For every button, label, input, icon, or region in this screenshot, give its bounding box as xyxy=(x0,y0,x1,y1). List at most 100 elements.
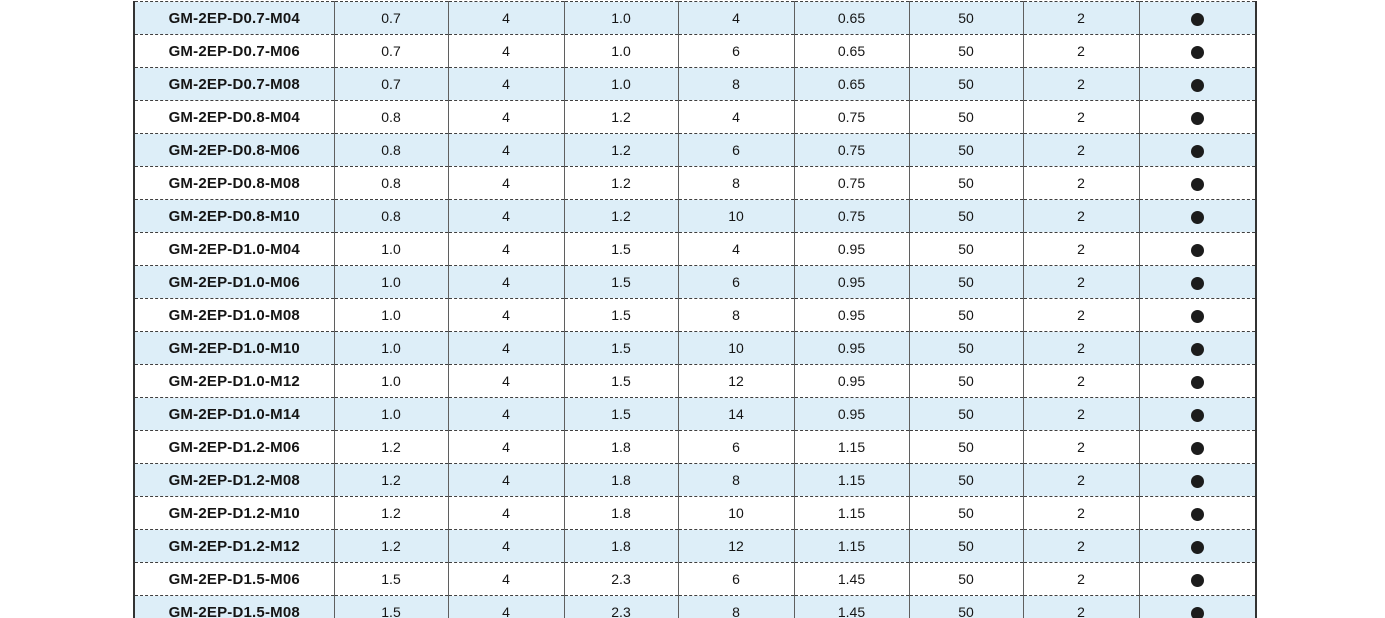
value-cell: 0.95 xyxy=(794,232,910,266)
availability-cell xyxy=(1139,496,1256,530)
value-cell: 4 xyxy=(448,199,565,233)
value-cell: 50 xyxy=(909,133,1024,167)
part-number-cell: GM-2EP-D1.0-M12 xyxy=(134,364,335,398)
filled-circle-icon xyxy=(1190,210,1204,224)
value-cell: 1.5 xyxy=(564,331,679,365)
table-row: GM-2EP-D1.0-M12 1.0 4 1.5 12 0.95 50 2 xyxy=(134,364,1256,398)
value-cell: 6 xyxy=(678,265,795,299)
availability-cell xyxy=(1139,595,1256,618)
value-cell: 2 xyxy=(1023,430,1140,464)
value-cell: 4 xyxy=(678,100,795,134)
value-cell: 50 xyxy=(909,595,1024,618)
value-cell: 1.0 xyxy=(334,232,449,266)
value-cell: 0.75 xyxy=(794,100,910,134)
table-row: GM-2EP-D1.0-M04 1.0 4 1.5 4 0.95 50 2 xyxy=(134,232,1256,266)
value-cell: 1.45 xyxy=(794,595,910,618)
value-cell: 1.0 xyxy=(334,397,449,431)
value-cell: 0.95 xyxy=(794,331,910,365)
value-cell: 2 xyxy=(1023,1,1140,35)
value-cell: 1.5 xyxy=(564,397,679,431)
part-number-cell: GM-2EP-D0.8-M08 xyxy=(134,166,335,200)
table-row: GM-2EP-D1.2-M08 1.2 4 1.8 8 1.15 50 2 xyxy=(134,463,1256,497)
filled-circle-icon xyxy=(1190,144,1204,158)
value-cell: 1.8 xyxy=(564,496,679,530)
value-cell: 0.95 xyxy=(794,397,910,431)
value-cell: 50 xyxy=(909,529,1024,563)
part-number-cell: GM-2EP-D1.0-M10 xyxy=(134,331,335,365)
table-row: GM-2EP-D0.8-M10 0.8 4 1.2 10 0.75 50 2 xyxy=(134,199,1256,233)
table-row: GM-2EP-D1.5-M06 1.5 4 2.3 6 1.45 50 2 xyxy=(134,562,1256,596)
value-cell: 2 xyxy=(1023,562,1140,596)
value-cell: 4 xyxy=(448,232,565,266)
value-cell: 1.15 xyxy=(794,496,910,530)
filled-circle-icon xyxy=(1190,12,1204,26)
value-cell: 8 xyxy=(678,298,795,332)
value-cell: 2 xyxy=(1023,67,1140,101)
value-cell: 1.8 xyxy=(564,463,679,497)
value-cell: 6 xyxy=(678,133,795,167)
availability-cell xyxy=(1139,463,1256,497)
value-cell: 0.65 xyxy=(794,1,910,35)
value-cell: 1.0 xyxy=(334,265,449,299)
table-row: GM-2EP-D0.7-M06 0.7 4 1.0 6 0.65 50 2 xyxy=(134,34,1256,68)
value-cell: 4 xyxy=(448,463,565,497)
value-cell: 50 xyxy=(909,232,1024,266)
value-cell: 8 xyxy=(678,595,795,618)
filled-circle-icon xyxy=(1190,408,1204,422)
table-row: GM-2EP-D1.5-M08 1.5 4 2.3 8 1.45 50 2 xyxy=(134,595,1256,618)
value-cell: 1.2 xyxy=(564,199,679,233)
value-cell: 2 xyxy=(1023,232,1140,266)
filled-circle-icon xyxy=(1190,243,1204,257)
availability-cell xyxy=(1139,67,1256,101)
value-cell: 0.8 xyxy=(334,133,449,167)
availability-cell xyxy=(1139,232,1256,266)
value-cell: 0.65 xyxy=(794,34,910,68)
value-cell: 4 xyxy=(448,133,565,167)
table-row: GM-2EP-D1.0-M06 1.0 4 1.5 6 0.95 50 2 xyxy=(134,265,1256,299)
value-cell: 12 xyxy=(678,529,795,563)
table-row: GM-2EP-D1.2-M06 1.2 4 1.8 6 1.15 50 2 xyxy=(134,430,1256,464)
availability-cell xyxy=(1139,166,1256,200)
part-number-cell: GM-2EP-D0.7-M06 xyxy=(134,34,335,68)
filled-circle-icon xyxy=(1190,474,1204,488)
part-number-cell: GM-2EP-D1.2-M12 xyxy=(134,529,335,563)
value-cell: 10 xyxy=(678,199,795,233)
availability-cell xyxy=(1139,529,1256,563)
table-row: GM-2EP-D0.7-M08 0.7 4 1.0 8 0.65 50 2 xyxy=(134,67,1256,101)
value-cell: 1.8 xyxy=(564,430,679,464)
value-cell: 4 xyxy=(448,562,565,596)
value-cell: 0.95 xyxy=(794,265,910,299)
part-number-cell: GM-2EP-D1.5-M06 xyxy=(134,562,335,596)
availability-cell xyxy=(1139,1,1256,35)
part-number-cell: GM-2EP-D1.2-M06 xyxy=(134,430,335,464)
filled-circle-icon xyxy=(1190,78,1204,92)
part-number-cell: GM-2EP-D0.7-M04 xyxy=(134,1,335,35)
value-cell: 50 xyxy=(909,100,1024,134)
value-cell: 2 xyxy=(1023,364,1140,398)
value-cell: 1.5 xyxy=(564,265,679,299)
value-cell: 0.8 xyxy=(334,166,449,200)
value-cell: 2 xyxy=(1023,265,1140,299)
value-cell: 1.2 xyxy=(334,529,449,563)
part-spec-table: GM-2EP-D0.7-M04 0.7 4 1.0 4 0.65 50 2 GM-2EP-D0.… xyxy=(133,1,1257,618)
value-cell: 50 xyxy=(909,67,1024,101)
spec-table-body: GM-2EP-D0.7-M04 0.7 4 1.0 4 0.65 50 2 GM-2EP-D0.… xyxy=(134,1,1256,618)
value-cell: 2 xyxy=(1023,34,1140,68)
value-cell: 6 xyxy=(678,430,795,464)
value-cell: 0.8 xyxy=(334,100,449,134)
table-row: GM-2EP-D0.8-M06 0.8 4 1.2 6 0.75 50 2 xyxy=(134,133,1256,167)
value-cell: 4 xyxy=(448,364,565,398)
part-number-cell: GM-2EP-D0.8-M04 xyxy=(134,100,335,134)
table-row: GM-2EP-D1.0-M08 1.0 4 1.5 8 0.95 50 2 xyxy=(134,298,1256,332)
filled-circle-icon xyxy=(1190,606,1204,618)
filled-circle-icon xyxy=(1190,111,1204,125)
value-cell: 4 xyxy=(678,232,795,266)
value-cell: 8 xyxy=(678,67,795,101)
value-cell: 4 xyxy=(448,331,565,365)
availability-cell xyxy=(1139,265,1256,299)
value-cell: 1.2 xyxy=(564,166,679,200)
value-cell: 2 xyxy=(1023,397,1140,431)
filled-circle-icon xyxy=(1190,375,1204,389)
table-row: GM-2EP-D0.7-M04 0.7 4 1.0 4 0.65 50 2 xyxy=(134,1,1256,35)
